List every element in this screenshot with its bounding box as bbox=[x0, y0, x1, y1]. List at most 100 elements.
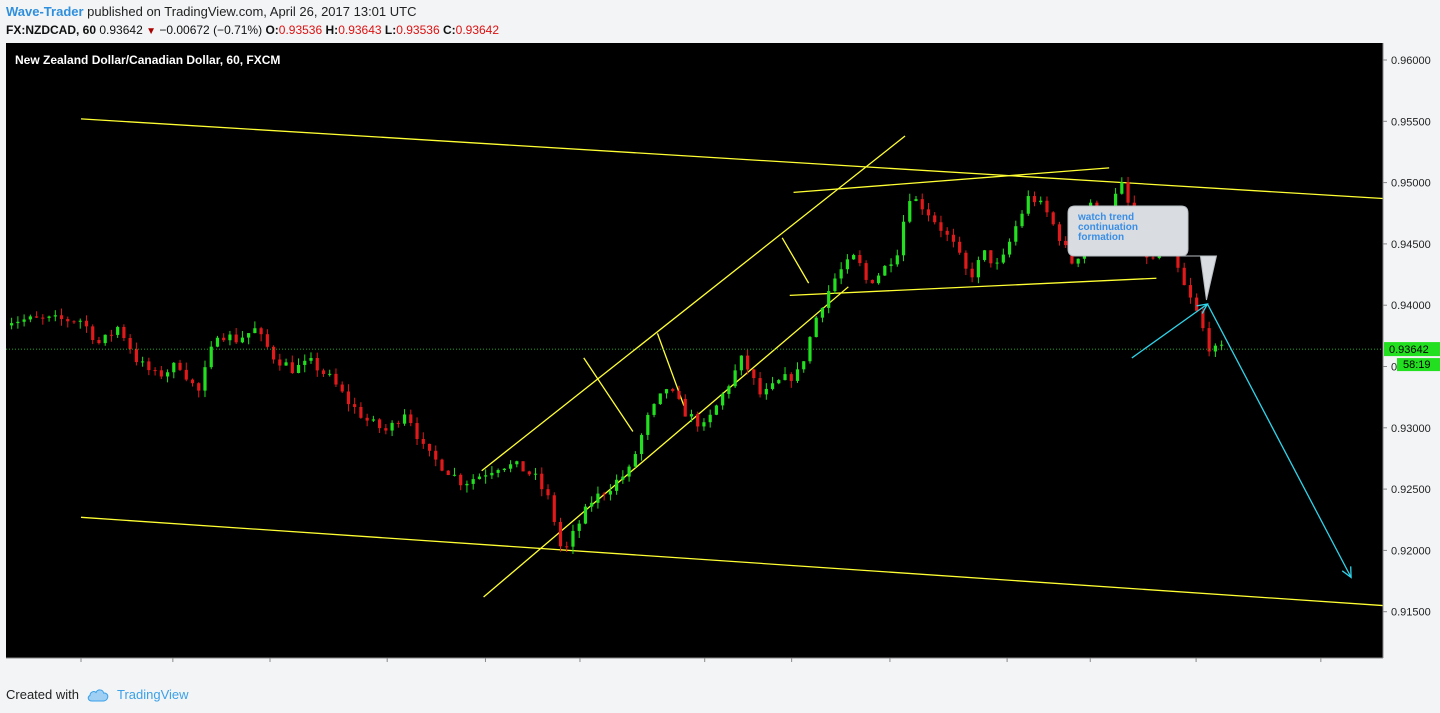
candle-body bbox=[290, 362, 294, 374]
trendline[interactable] bbox=[793, 167, 1110, 194]
candle-body bbox=[608, 490, 612, 495]
candle-body bbox=[789, 374, 793, 381]
candle-body bbox=[914, 199, 918, 202]
plot-area[interactable] bbox=[6, 43, 1383, 658]
candle-body bbox=[247, 333, 251, 338]
candle-body bbox=[814, 317, 818, 338]
candle-body bbox=[390, 422, 394, 431]
candle-body bbox=[215, 337, 220, 347]
candle-body bbox=[22, 319, 26, 322]
candle-body bbox=[1007, 241, 1012, 255]
candle-body bbox=[190, 379, 195, 384]
candle-body bbox=[78, 320, 82, 322]
candle-body bbox=[446, 470, 450, 476]
candle-body bbox=[1188, 285, 1193, 298]
candle-body bbox=[197, 383, 201, 391]
price-tick-label: 0.96000 bbox=[1391, 55, 1431, 67]
candle-body bbox=[1076, 258, 1080, 264]
chart-container[interactable]: watch trend continuation formation New Zea… bbox=[6, 43, 1440, 662]
price-chart[interactable]: watch trend continuation formation New Zea… bbox=[6, 43, 1440, 662]
trendline[interactable] bbox=[781, 237, 810, 284]
author-link[interactable]: Wave-Trader bbox=[6, 4, 84, 19]
price-tick-label: 0.92500 bbox=[1391, 484, 1431, 496]
callout-line: formation bbox=[1078, 232, 1124, 243]
candle-body bbox=[708, 414, 712, 423]
candle-body bbox=[159, 370, 163, 377]
candle-body bbox=[1095, 202, 1099, 208]
price-tick-label: 0.94500 bbox=[1391, 239, 1431, 251]
candle-body bbox=[1213, 345, 1217, 352]
candle-body bbox=[671, 389, 675, 391]
candle-body bbox=[926, 209, 931, 216]
candle-body bbox=[1057, 224, 1062, 241]
projection-arrow-line bbox=[1206, 303, 1352, 578]
price-axis[interactable]: 0.960000.955000.950000.945000.940000.935… bbox=[1383, 55, 1440, 619]
open-label: O: bbox=[265, 23, 279, 37]
trendline[interactable] bbox=[80, 516, 1384, 607]
candle-body bbox=[702, 422, 706, 427]
candle-body bbox=[1120, 182, 1124, 194]
candle-body bbox=[845, 259, 849, 270]
candle-body bbox=[721, 393, 725, 406]
chart-title: New Zealand Dollar/Canadian Dollar, 60, … bbox=[15, 53, 280, 67]
candle-body bbox=[265, 334, 269, 347]
candle-body bbox=[827, 291, 831, 308]
candle-body bbox=[1201, 310, 1205, 329]
candle-body bbox=[540, 473, 544, 490]
candle-body bbox=[558, 521, 563, 547]
candle-body bbox=[1020, 213, 1024, 227]
candle-body bbox=[870, 279, 874, 284]
trendline[interactable] bbox=[481, 135, 906, 472]
trendline[interactable] bbox=[583, 357, 634, 432]
candle-body bbox=[328, 373, 332, 375]
candle-body bbox=[209, 346, 213, 368]
trendline[interactable] bbox=[483, 286, 849, 598]
candle-body bbox=[321, 370, 326, 374]
candle-body bbox=[471, 479, 475, 484]
candle-body bbox=[222, 337, 226, 341]
candle-body bbox=[652, 404, 656, 415]
trendline[interactable] bbox=[789, 277, 1157, 297]
candle-body bbox=[153, 370, 157, 372]
candle-body bbox=[315, 357, 319, 371]
candle-body bbox=[577, 523, 581, 531]
price-tick-label: 0.92000 bbox=[1391, 545, 1431, 557]
time-axis[interactable]: 512:00101212:00171912:00242612:00May3 bbox=[78, 658, 1324, 662]
candle-body bbox=[527, 471, 531, 475]
trendline[interactable] bbox=[80, 118, 1384, 200]
candle-body bbox=[427, 443, 432, 451]
candle-body bbox=[396, 422, 400, 424]
candle-body bbox=[334, 373, 338, 385]
candle-body bbox=[951, 234, 956, 242]
candle-body bbox=[1064, 240, 1068, 246]
annotation-callout[interactable]: watch trend continuation formation bbox=[1067, 205, 1218, 301]
candle-body bbox=[989, 250, 993, 264]
last-price: 0.93642 bbox=[99, 23, 143, 37]
candle-body bbox=[47, 316, 51, 318]
candle-body bbox=[1195, 297, 1199, 311]
candle-body bbox=[496, 470, 500, 473]
candle-body bbox=[1051, 212, 1055, 225]
callout-line: watch trend bbox=[1077, 212, 1134, 223]
candle-body bbox=[995, 262, 999, 264]
candle-body bbox=[590, 502, 594, 507]
candle-body bbox=[552, 495, 556, 522]
candle-body bbox=[91, 326, 95, 340]
candle-body bbox=[28, 316, 32, 320]
current-price-label: 0.93642 bbox=[1389, 344, 1429, 356]
candle-body bbox=[172, 362, 176, 373]
close-label: C: bbox=[442, 23, 456, 37]
candle-body bbox=[365, 417, 369, 421]
candle-body bbox=[234, 334, 238, 343]
candle-body bbox=[621, 476, 625, 480]
candle-body bbox=[452, 474, 457, 476]
candle-body bbox=[1045, 200, 1049, 213]
candle-body bbox=[864, 263, 868, 280]
tradingview-link[interactable]: TradingView bbox=[116, 687, 189, 702]
candle-body bbox=[147, 361, 151, 371]
price-tick-label: 0.94000 bbox=[1391, 300, 1431, 312]
candle-body bbox=[802, 361, 806, 370]
price-tick-label: 0.91500 bbox=[1391, 607, 1431, 619]
candle-body bbox=[858, 255, 862, 264]
candle-body bbox=[733, 370, 737, 387]
